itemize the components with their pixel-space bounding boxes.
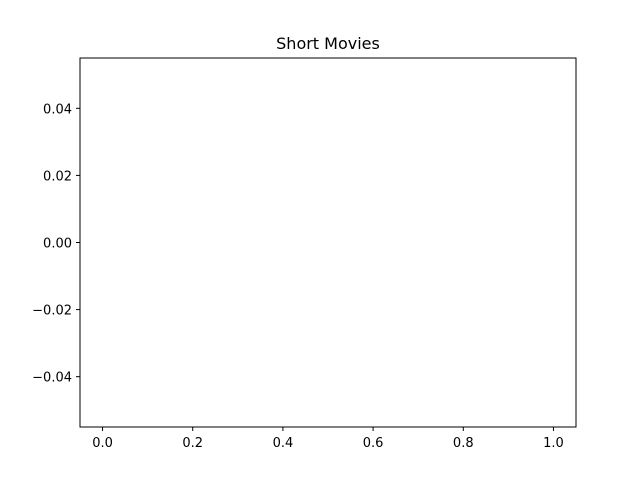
x-tick-label: 0.0 xyxy=(92,436,113,451)
y-tick-label: −0.02 xyxy=(32,304,72,319)
plot-area-frame xyxy=(79,57,577,428)
y-tick-label: 0.00 xyxy=(43,237,72,252)
x-tick-label: 0.2 xyxy=(182,436,203,451)
x-tick-label: 0.4 xyxy=(273,436,294,451)
y-tick-label: −0.04 xyxy=(32,371,72,386)
x-tick-label: 1.0 xyxy=(543,436,564,451)
x-tick-label: 0.6 xyxy=(363,436,384,451)
y-axis: −0.04 −0.02 0.00 0.02 0.04 xyxy=(32,102,80,386)
chart-title: Short Movies xyxy=(276,34,380,53)
x-tick-label: 0.8 xyxy=(453,436,474,451)
y-tick-label: 0.04 xyxy=(43,102,72,117)
x-axis: 0.0 0.2 0.4 0.6 0.8 1.0 xyxy=(92,427,564,451)
y-tick-label: 0.02 xyxy=(43,169,72,184)
